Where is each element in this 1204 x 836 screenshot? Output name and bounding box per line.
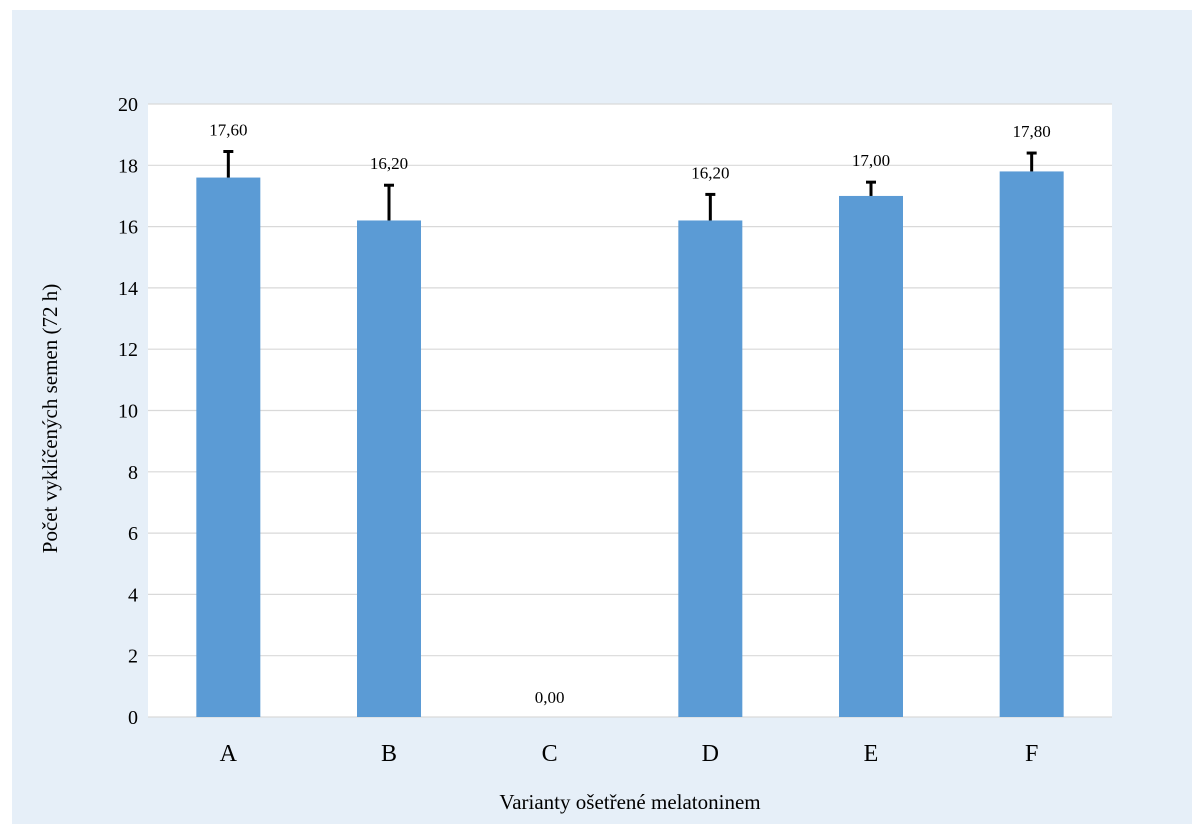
y-tick-label: 18 — [118, 155, 138, 177]
x-axis-title: Varianty ošetřené melatoninem — [499, 790, 760, 814]
gridlines — [148, 103, 1112, 718]
y-tick-label: 4 — [128, 584, 138, 606]
x-category-label: D — [702, 741, 719, 767]
y-tick-label: 2 — [128, 646, 138, 668]
error-bars — [223, 150, 1037, 221]
y-tick-label: 0 — [128, 707, 138, 729]
bar-E — [839, 195, 903, 717]
y-tick-label: 6 — [128, 523, 138, 545]
y-axis-ticks: 0 2 4 6 8 10 12 14 16 18 20 — [118, 94, 138, 729]
y-axis-title: Počet vyklíčených semen (72 h) — [38, 284, 62, 553]
data-label-A: 17,60 — [209, 121, 247, 140]
data-labels: 17,60 16,20 0,00 16,20 17,00 17,80 — [209, 121, 1051, 707]
x-category-label: A — [220, 741, 238, 767]
data-label-B: 16,20 — [370, 154, 408, 173]
x-category-label: B — [381, 741, 397, 767]
y-tick-label: 20 — [118, 94, 138, 116]
data-label-E: 17,00 — [852, 151, 890, 170]
x-category-label: C — [542, 741, 558, 767]
bar-A — [196, 177, 261, 717]
chart-frame: 0 2 4 6 8 10 12 14 16 18 20 17,60 16,20 0,00 16,20 17,… — [12, 10, 1192, 824]
data-label-C: 0,00 — [535, 688, 565, 707]
x-category-label: F — [1025, 741, 1038, 767]
bar-F — [999, 171, 1064, 717]
x-axis-categories: A B C D E F — [220, 741, 1039, 767]
x-category-label: E — [864, 741, 879, 767]
y-tick-label: 8 — [128, 462, 138, 484]
bar-D — [678, 220, 743, 717]
data-label-D: 16,20 — [691, 163, 729, 182]
y-tick-label: 12 — [118, 339, 138, 361]
y-tick-label: 14 — [118, 278, 138, 300]
data-label-F: 17,80 — [1013, 122, 1051, 141]
y-tick-label: 16 — [118, 217, 138, 239]
y-tick-label: 10 — [118, 401, 138, 423]
bar-B — [357, 220, 421, 717]
bars — [196, 171, 1064, 717]
